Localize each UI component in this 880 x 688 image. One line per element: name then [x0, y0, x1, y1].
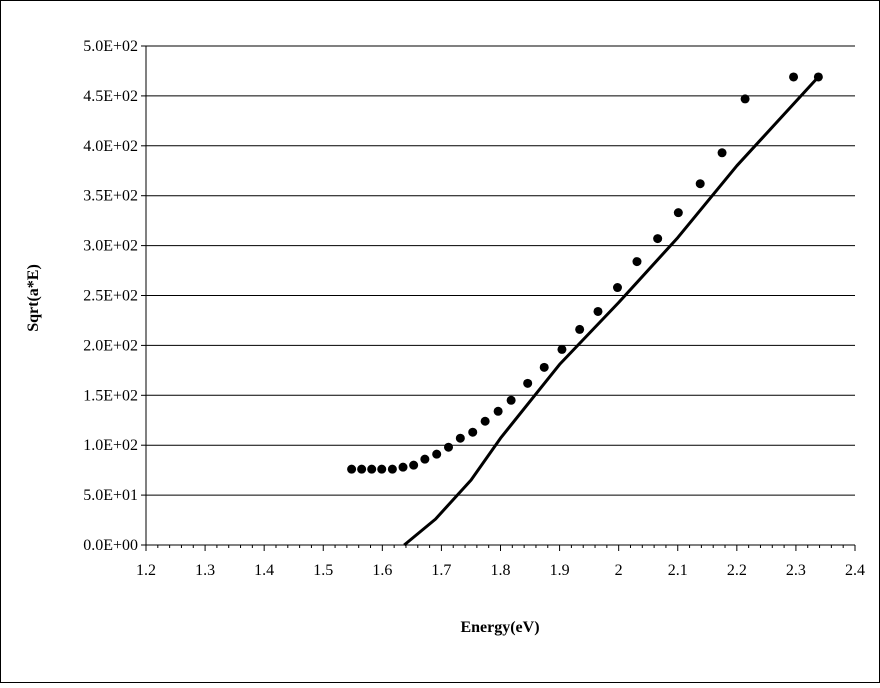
data-point [387, 464, 397, 474]
y-tick-label: 2.5E+02 [83, 288, 138, 305]
data-point [653, 234, 663, 244]
data-point [717, 148, 727, 158]
x-tick-label: 1.6 [372, 562, 392, 579]
data-point [432, 449, 442, 459]
x-tick-label: 2.3 [786, 562, 806, 579]
x-tick-label: 1.8 [491, 562, 511, 579]
data-point [506, 395, 516, 405]
data-point [740, 94, 750, 104]
x-axis-title: Energy(eV) [460, 619, 539, 636]
data-point [398, 462, 408, 472]
x-tick-label: 2.2 [727, 562, 747, 579]
data-point [455, 433, 465, 443]
y-tick-label: 1.5E+02 [83, 387, 138, 404]
data-point [468, 427, 478, 437]
data-point [347, 464, 357, 474]
y-tick-label: 5.0E+01 [83, 487, 138, 504]
x-tick-label: 2.4 [845, 562, 865, 579]
data-point [539, 362, 549, 372]
data-point [480, 416, 490, 426]
x-tick-label: 2 [615, 562, 623, 579]
y-tick-label: 3.5E+02 [83, 188, 138, 205]
y-tick-label: 4.5E+02 [83, 88, 138, 105]
data-point [420, 454, 430, 464]
x-tick-label: 1.5 [313, 562, 333, 579]
y-tick-label: 1.0E+02 [83, 437, 138, 454]
y-tick-label: 4.0E+02 [83, 138, 138, 155]
data-point [493, 406, 503, 416]
x-tick-label: 1.2 [136, 562, 156, 579]
x-tick-label: 1.3 [195, 562, 215, 579]
data-point [523, 378, 533, 388]
data-point [377, 464, 387, 474]
x-tick-label: 1.7 [431, 562, 451, 579]
data-point [632, 257, 642, 267]
gridlines [146, 45, 855, 496]
data-point [444, 442, 454, 452]
data-point [673, 208, 683, 218]
data-point [612, 283, 622, 293]
y-axis-title: Sqrt(a*E) [25, 264, 42, 332]
x-tick-label: 1.4 [254, 562, 274, 579]
y-tick-label: 0.0E+00 [83, 537, 138, 554]
y-tick-label: 2.0E+02 [83, 337, 138, 354]
data-point [575, 324, 585, 334]
y-tick-label: 5.0E+02 [83, 38, 138, 55]
axes: 0.0E+00 5.0E+01 1.0E+02 1.5E+02 2.0E+02 2.5E+… [83, 38, 865, 579]
fit-line [403, 75, 820, 547]
plot-series [347, 72, 823, 547]
x-tick-label: 2.1 [668, 562, 688, 579]
data-point [409, 460, 419, 470]
data-point [557, 344, 567, 354]
data-point [367, 464, 377, 474]
data-point [789, 72, 799, 82]
x-tick-label: 1.9 [550, 562, 570, 579]
y-tick-label: 3.0E+02 [83, 238, 138, 255]
data-point [357, 464, 367, 474]
data-point [695, 179, 705, 189]
data-point [593, 306, 603, 316]
